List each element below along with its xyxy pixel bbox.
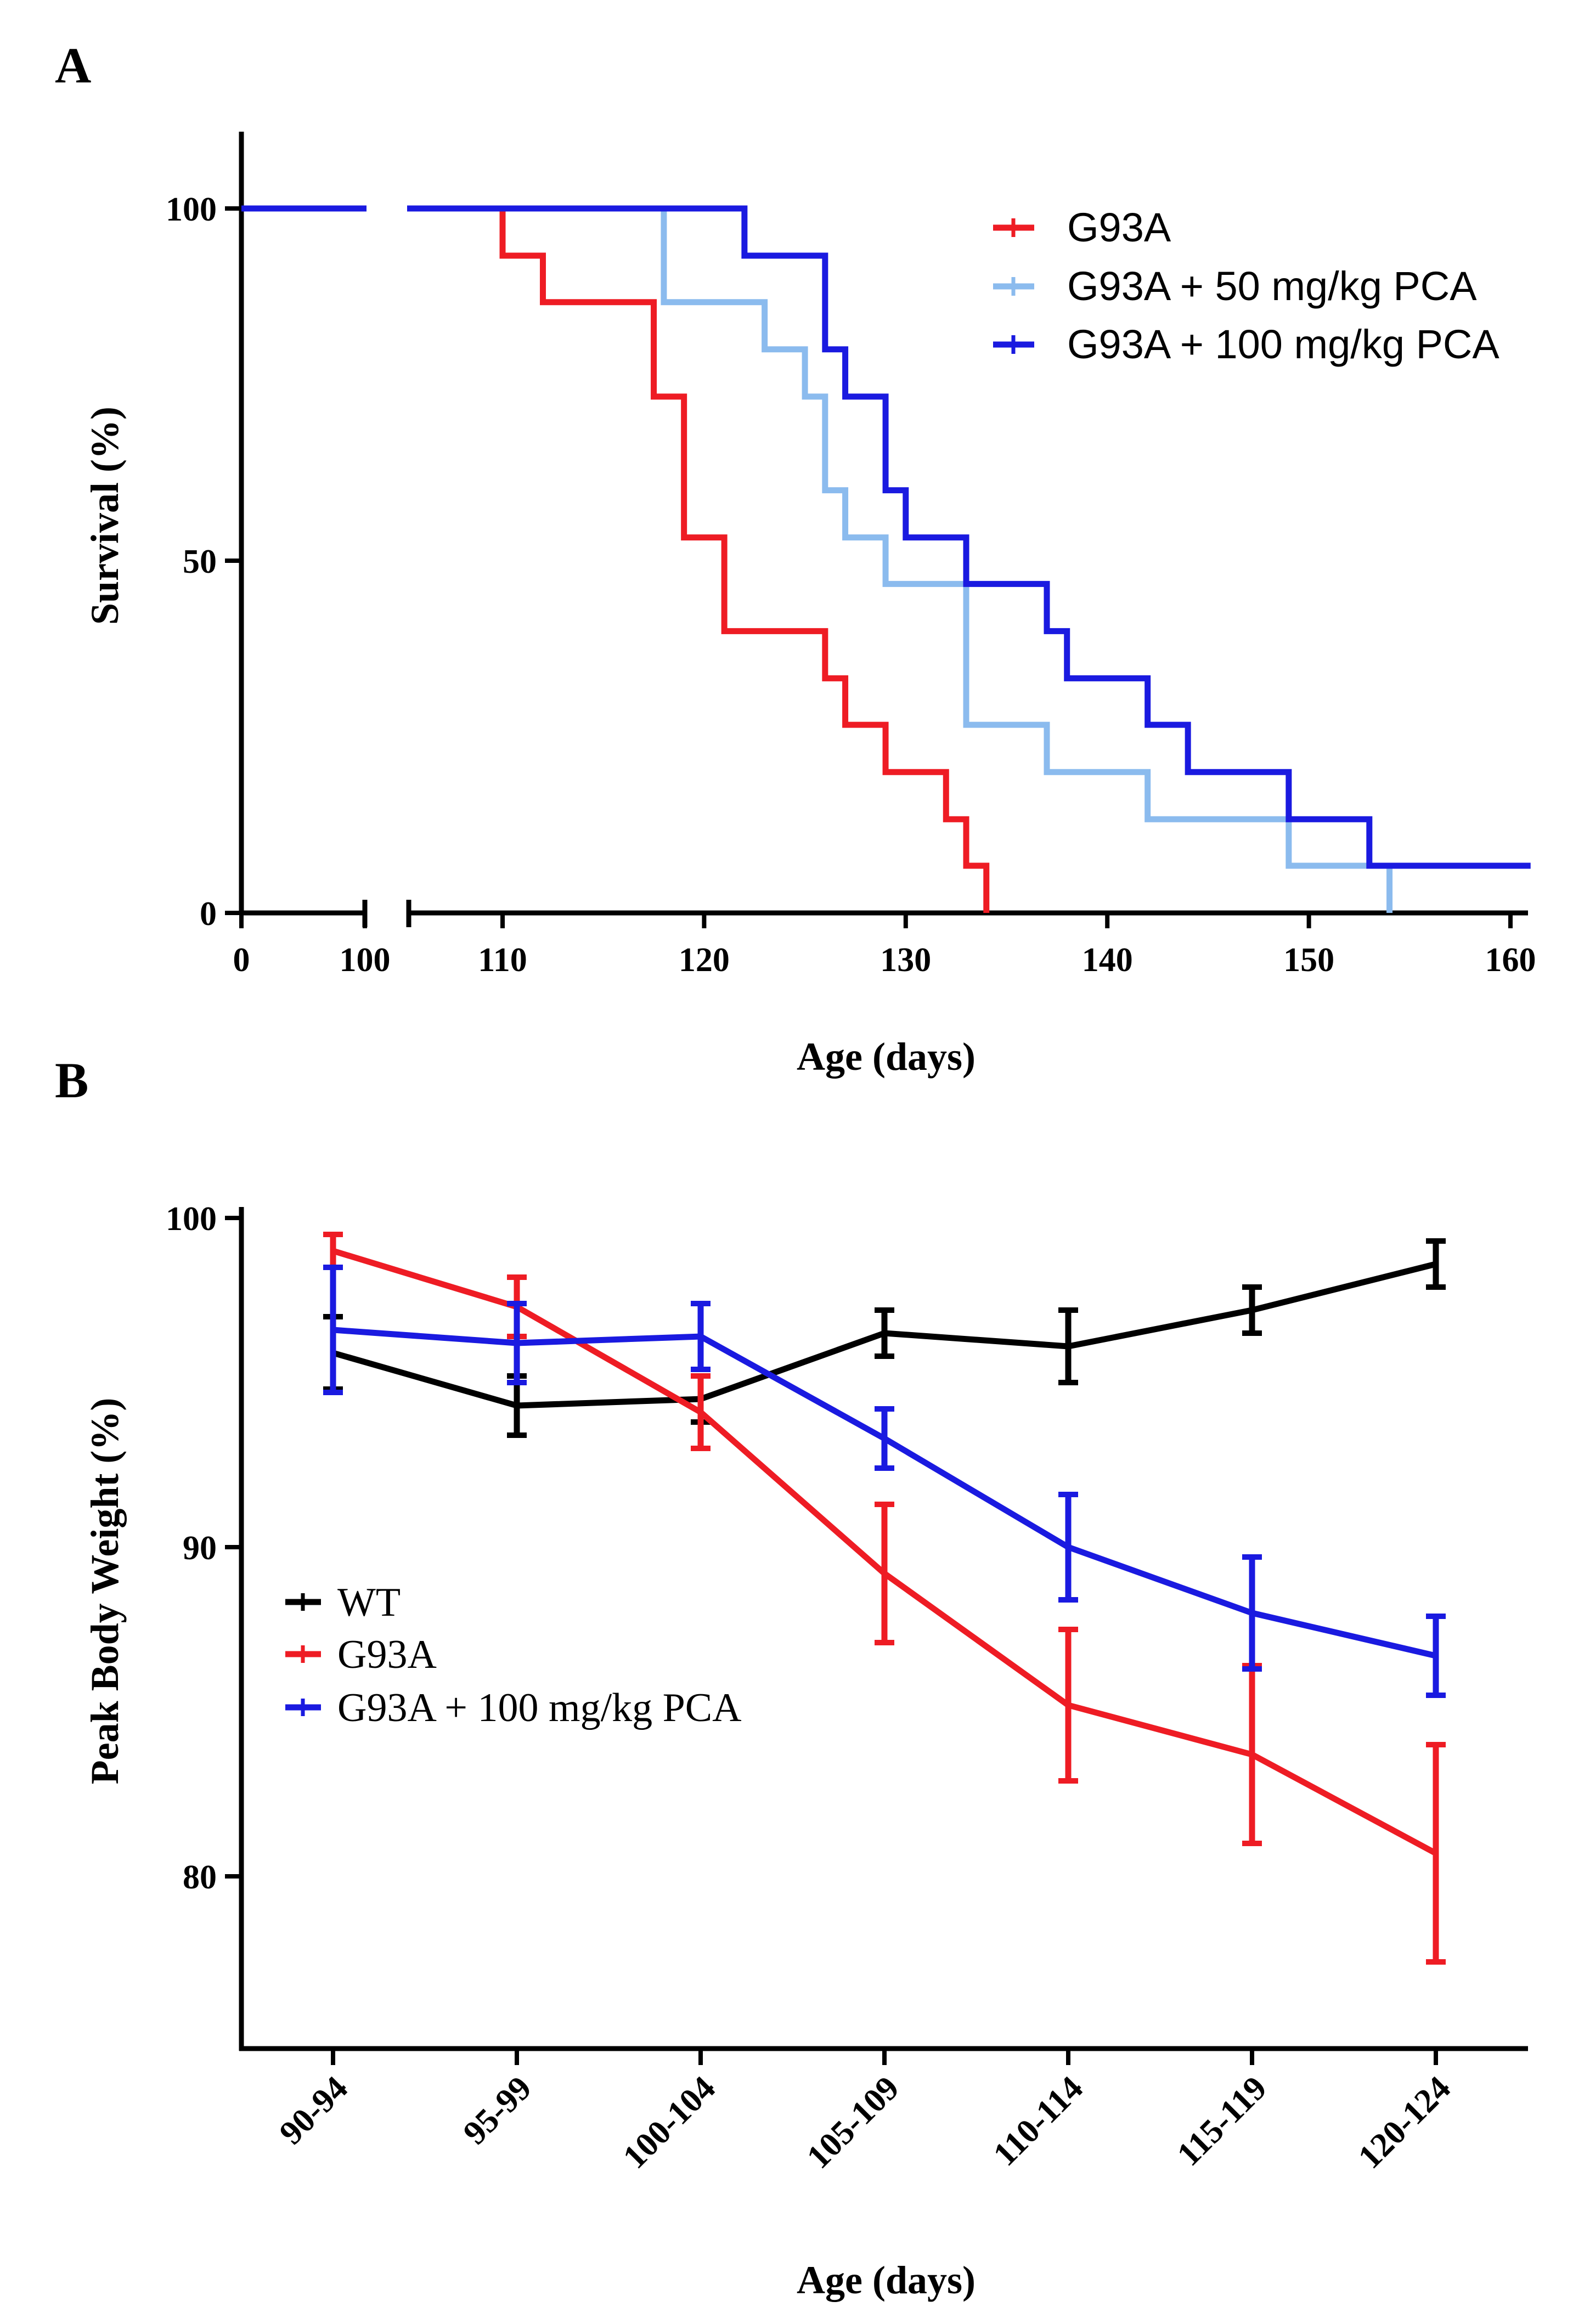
panel-b-error-bar-g93a-100-mg-kg-pca [323,1265,343,1395]
panel-b-error-bar-g93a [691,1373,711,1451]
panel-a-series-line-g93a-50-mg-kg-pca [241,205,1393,913]
panel-b-error-bar-g93a-100-mg-kg-pca [691,1301,711,1372]
panel-a-x-axis-title: Age (days) [797,1035,976,1079]
panel-a-series-line-g93a [241,205,990,913]
panel-b-y-tick-label: 80 [183,1859,217,1896]
panel-b-y-tick-label: 90 [183,1530,217,1567]
panel-b-series [323,1232,1446,1965]
panel-a-legend-item-g93a-50: G93A + 50 mg/kg PCA [993,263,1477,309]
panel-a-x-tick-label: 150 [1283,941,1334,979]
panel-b-error-bar-g93a [1058,1627,1078,1784]
panel-b-error-bar-wt [1426,1238,1446,1290]
panel-a-x-tick-label: 110 [478,941,527,979]
panel-a-x-ticks: 0 100 110 120 130 140 150 160 [233,913,1536,979]
panel-a-legend-label-g93a-100: G93A + 100 mg/kg PCA [1067,321,1499,367]
panel-b-legend: WT G93A G93A + 100 mg/kg PCA [285,1580,742,1730]
panel-a-x-tick-label: 160 [1485,941,1536,979]
panel-a-y-axis-title: Survival (%) [83,407,127,625]
panel-b-error-bar-g93a [875,1502,894,1645]
panel-b-error-bar-wt [1242,1284,1262,1336]
panel-a-legend-label-g93a-50: G93A + 50 mg/kg PCA [1067,263,1477,309]
panel-a-legend: G93A G93A + 50 mg/kg PCA G93A + 100 mg/k… [993,205,1499,367]
panel-b-legend-item-wt: WT [285,1580,401,1625]
panel-a-label: A [55,37,91,93]
panel-b-error-bar-g93a-100-mg-kg-pca [875,1406,894,1471]
panel-b-legend-label-g93a: G93A [337,1632,437,1677]
panel-b-error-bar-g93a-100-mg-kg-pca [507,1301,527,1385]
panel-a-y-tick-label: 100 [166,191,217,228]
panel-b-legend-label-wt: WT [337,1580,401,1625]
panel-b-error-bar-g93a [1426,1742,1446,1965]
panel-a-legend-item-g93a-100: G93A + 100 mg/kg PCA [993,321,1499,367]
panel-b-y-ticks: 80 90 100 [166,1200,241,1896]
panel-a-x-tick-label: 130 [880,941,931,979]
panel-b-legend-item-g93a: G93A [285,1632,437,1677]
panel-a-x-tick-label: 100 [340,941,391,979]
panel-a-y-tick-label: 0 [200,895,217,933]
panel-a-series-line-g93a-100-mg-kg-pca [241,205,1531,869]
panel-b-error-bar-g93a-100-mg-kg-pca [1058,1492,1078,1603]
panel-b-legend-item-g93a-100: G93A + 100 mg/kg PCA [285,1685,742,1730]
panel-b-x-axis-title: Age (days) [797,2258,976,2302]
panel-b-error-bar-g93a-100-mg-kg-pca [1242,1554,1262,1672]
panel-a-y-ticks: 0 50 100 [166,191,241,933]
panel-b-error-bar-wt [1058,1307,1078,1385]
panel-a-x-tick-label: 140 [1082,941,1133,979]
panel-b-error-bar-g93a-100-mg-kg-pca [1426,1614,1446,1698]
panel-b-y-axis-title: Peak Body Weight (%) [83,1398,127,1785]
panel-a-axis-break-gap [367,198,407,219]
panel-a-x-tick-label: 120 [679,941,730,979]
panel-b-legend-label-g93a-100: G93A + 100 mg/kg PCA [337,1685,742,1730]
panel-a-legend-label-g93a: G93A [1067,205,1171,250]
panel-a-survival-chart: A 0 50 100 0 100 110 120 130 140 150 160 Age (day… [55,37,1536,1079]
panel-a-series [241,198,1531,913]
panel-a-legend-item-g93a: G93A [993,205,1171,250]
panel-a-y-tick-label: 50 [183,543,217,580]
panel-a-x-tick-label: 0 [233,941,250,979]
panel-b-error-bar-wt [875,1307,894,1359]
panel-b-y-tick-label: 100 [166,1200,217,1238]
panel-b-label: B [55,1052,88,1108]
